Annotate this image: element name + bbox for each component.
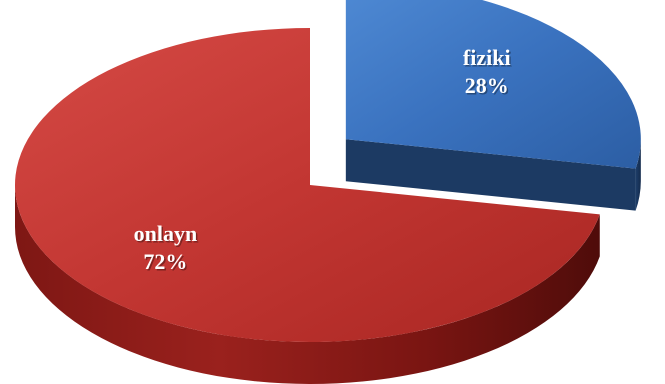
slice-label-shadow: onlayn [135,223,199,248]
slice-percent-label: 28% [465,73,509,98]
slice-label-shadow: 28% [466,75,510,100]
slice-sides [15,139,641,384]
slice-category-label: onlayn [134,221,198,246]
slice-label-shadow: fiziki [464,47,512,72]
slice-side-onlayn [15,185,600,384]
slice-category-label: fiziki [463,45,511,70]
slice-label-shadow: 72% [145,251,189,276]
slice-tops [14,0,641,343]
slice-percent-label: 72% [143,249,187,274]
slice-cut-fiziki [345,139,636,211]
slice-onlayn [14,28,600,343]
slice-fiziki [345,0,641,169]
slice-side-fiziki [635,139,641,211]
